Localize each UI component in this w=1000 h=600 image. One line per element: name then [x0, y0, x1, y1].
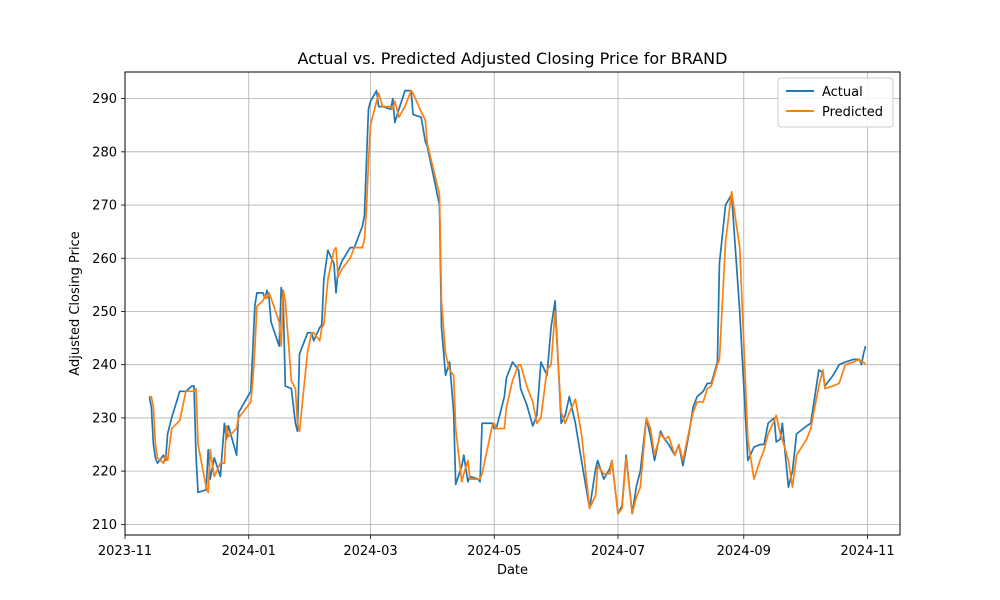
y-tick-label: 280: [92, 145, 117, 160]
y-tick-label: 270: [92, 199, 117, 214]
y-tick-label: 260: [92, 252, 117, 267]
x-tick-label: 2024-07: [591, 544, 645, 559]
x-axis-ticks: 2023-11 2024-01 2024-03 2024-05 2024-07 2024-…: [98, 535, 895, 559]
x-axis-label: Date: [497, 563, 528, 578]
x-tick-label: 2024-01: [222, 544, 276, 559]
grid-lines: [124, 72, 900, 535]
y-tick-label: 250: [92, 305, 117, 320]
y-tick-label: 230: [92, 411, 117, 426]
legend-label-actual: Actual: [822, 85, 863, 100]
chart-title: Actual vs. Predicted Adjusted Closing Pr…: [298, 49, 728, 68]
x-tick-label: 2023-11: [98, 544, 152, 559]
y-tick-label: 220: [92, 465, 117, 480]
x-tick-label: 2024-09: [717, 544, 771, 559]
legend: Actual Predicted: [777, 77, 894, 128]
y-axis-ticks: 210 220 230 240 250 260 270 280 290: [92, 92, 125, 533]
legend-label-predicted: Predicted: [822, 105, 883, 120]
y-tick-label: 240: [92, 358, 117, 373]
y-tick-label: 210: [92, 518, 117, 533]
series-lines: [148, 89, 867, 515]
x-tick-label: 2024-05: [467, 544, 521, 559]
plot-frame: [124, 71, 901, 536]
y-axis-label: Adjusted Closing Price: [68, 231, 83, 375]
x-tick-label: 2024-03: [343, 544, 397, 559]
series-line-predicted: [149, 89, 867, 515]
series-line-actual: [148, 89, 867, 515]
x-tick-label: 2024-11: [840, 544, 894, 559]
y-tick-label: 290: [92, 92, 117, 107]
